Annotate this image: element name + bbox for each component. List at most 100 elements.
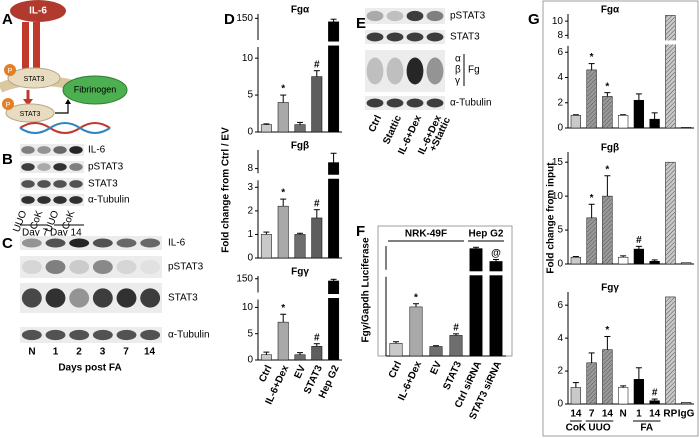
y-tick-label: 4 [557, 72, 563, 83]
phospho [2, 98, 14, 110]
significance-label: * [590, 52, 594, 63]
bar [649, 400, 660, 405]
blot-band [69, 146, 83, 154]
x-tick-label: RP [663, 409, 677, 420]
row-label: α-Tubulin [88, 195, 130, 206]
bar [311, 76, 323, 133]
phospho [4, 64, 16, 76]
blot-band [21, 238, 42, 248]
axis-break [254, 41, 343, 46]
row-label: STAT3 [168, 293, 198, 304]
bar [649, 261, 660, 265]
bar [489, 261, 503, 357]
y-tick-label: 4 [557, 333, 563, 344]
ligand-label: IL-6 [29, 6, 47, 17]
y-tick-label: 10 [242, 53, 254, 64]
bar-hatch [665, 296, 676, 404]
receptor [33, 22, 40, 82]
blot-strip [20, 283, 162, 313]
day-label: Day 7 [22, 228, 49, 239]
blot-band [45, 259, 66, 275]
x-tick-label: Ctrl [257, 364, 274, 384]
stat3-label: STAT3 [24, 76, 45, 83]
bar [617, 115, 629, 129]
blot-strip [365, 96, 445, 110]
bar [409, 306, 423, 357]
y-tick-label: 0 [247, 355, 253, 366]
bar-hatch [602, 196, 613, 264]
blot-band [45, 288, 66, 308]
bar-hatch [586, 217, 597, 264]
bar [429, 346, 443, 357]
x-tick-label: 14 [570, 409, 582, 420]
y-tick-label: 10 [552, 16, 564, 27]
panel-letter: B [2, 151, 13, 168]
y-tick-label: 0 [557, 399, 563, 410]
y-tick-label: 5 [247, 328, 253, 339]
blot-band [92, 259, 113, 275]
bar [633, 379, 645, 405]
bar [680, 262, 692, 265]
y-tick-label: 15 [552, 157, 564, 168]
x-tick-label: N [620, 409, 627, 420]
blot-band [45, 238, 66, 248]
panel-title: Fgβ [601, 143, 619, 154]
blot-band [69, 329, 90, 341]
chain-label: α [455, 54, 461, 65]
arrow-head [65, 99, 71, 104]
y-tick-label: 2 [557, 366, 563, 377]
bar [260, 234, 272, 259]
blot-band [116, 259, 137, 275]
significance-label: # [314, 59, 320, 70]
blot-band [53, 163, 67, 171]
y-tick-label: 5 [247, 90, 253, 101]
bar [389, 343, 403, 357]
blot-strip [20, 194, 84, 206]
bar [311, 217, 323, 259]
panel-letter: D [224, 11, 235, 28]
bar [449, 335, 463, 357]
blot-band [92, 238, 113, 248]
row-label: IL-6 [88, 145, 106, 156]
y-tick-label: 0 [557, 259, 563, 270]
bar [680, 402, 692, 405]
bar [294, 124, 306, 133]
y-tick-label: 6 [557, 47, 563, 58]
x-tick-label: EV [429, 359, 445, 376]
y-tick-label: 10 [242, 302, 254, 313]
panel-letter: E [356, 15, 366, 32]
receptor [22, 22, 29, 82]
bar [617, 256, 629, 265]
significance-label: # [652, 388, 658, 399]
significance-label: * [605, 325, 609, 336]
blot-band [116, 288, 137, 308]
group-label: Hep G2 [468, 229, 503, 240]
lane-label: Ctrl [367, 114, 384, 134]
pathway-diagram [0, 0, 128, 134]
blot-band [406, 98, 424, 108]
significance-label: * [281, 84, 285, 95]
bar-hatch [586, 362, 597, 404]
y-tick-label: 3 [247, 182, 253, 193]
lane-label: 1 [53, 347, 59, 358]
bar [294, 354, 306, 361]
day-label: Day 14 [50, 228, 82, 239]
significance-label: * [414, 292, 418, 303]
blot-band [21, 180, 35, 188]
bar [311, 346, 323, 361]
blot-band [140, 259, 161, 275]
bar [570, 115, 582, 129]
bar [633, 99, 645, 129]
y-tick-label: 8 [557, 30, 563, 41]
blot-band [69, 238, 90, 248]
x-tick-label: 14 [602, 409, 614, 420]
blot-band [21, 288, 42, 308]
blot-strip [20, 178, 84, 190]
panel-title: Fgα [601, 5, 620, 16]
blot-band [386, 98, 404, 108]
row-label: pSTAT3 [450, 11, 486, 22]
y-tick-label: 2 [557, 97, 563, 108]
panel-title: Fgγ [291, 267, 309, 278]
bar [649, 118, 660, 129]
lane-label: N [28, 347, 35, 358]
